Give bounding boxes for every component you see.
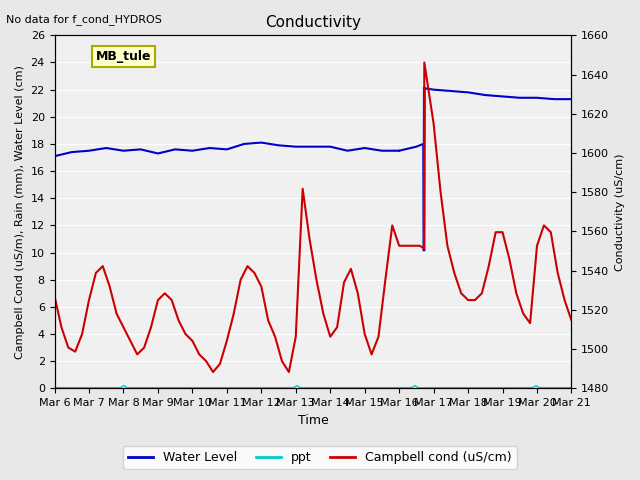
Text: No data for f_cond_HYDROS: No data for f_cond_HYDROS [6,14,163,25]
X-axis label: Time: Time [298,414,328,427]
Legend: Water Level, ppt, Campbell cond (uS/cm): Water Level, ppt, Campbell cond (uS/cm) [123,446,517,469]
Title: Conductivity: Conductivity [265,15,361,30]
Text: MB_tule: MB_tule [96,50,152,63]
Y-axis label: Conductivity (uS/cm): Conductivity (uS/cm) [615,153,625,271]
Y-axis label: Campbell Cond (uS/m), Rain (mm), Water Level (cm): Campbell Cond (uS/m), Rain (mm), Water L… [15,65,25,359]
